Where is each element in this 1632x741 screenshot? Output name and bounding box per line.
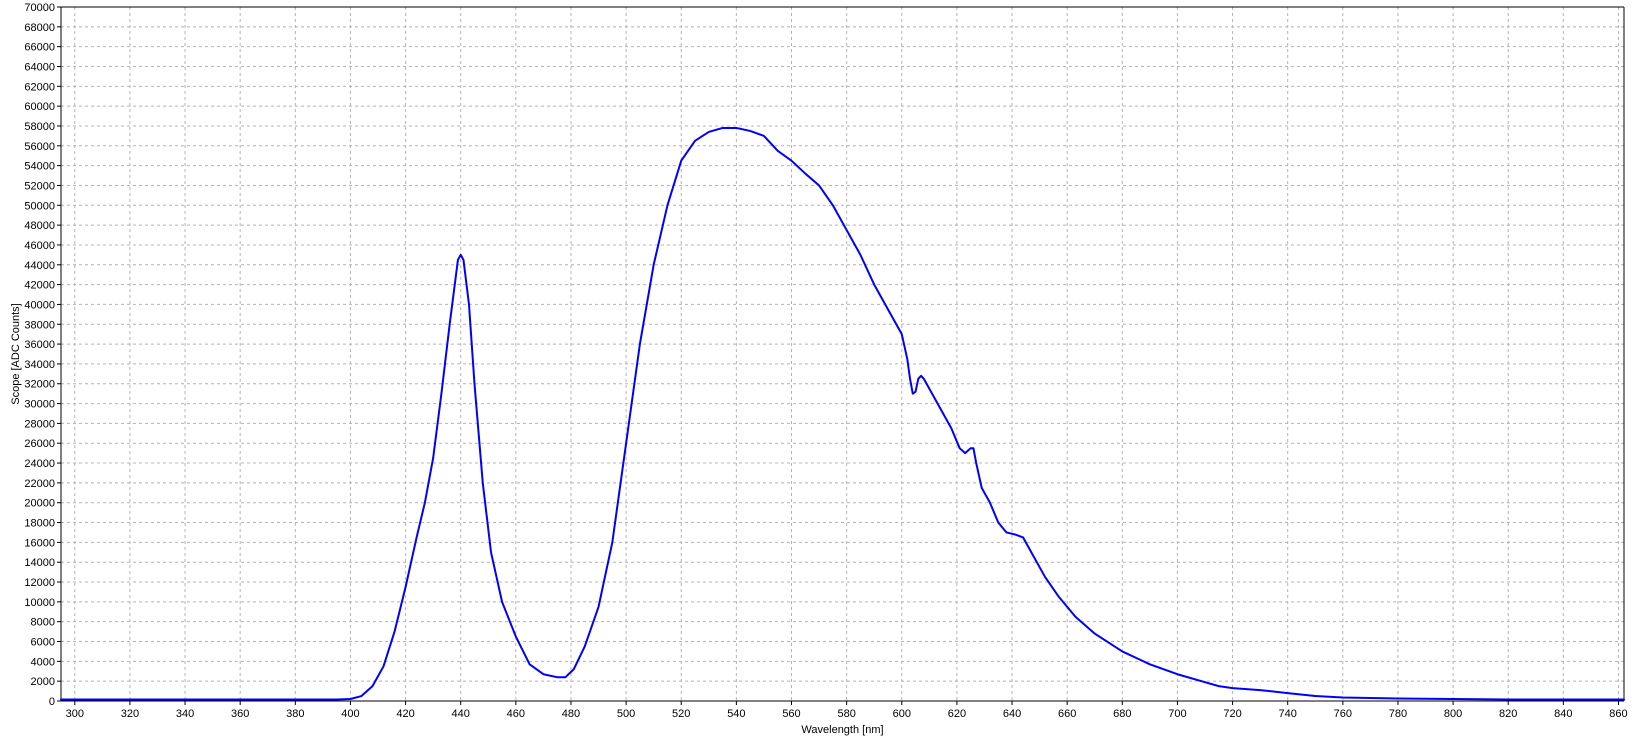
y-tick-label: 6000	[31, 637, 55, 649]
x-tick-label: 720	[1223, 708, 1241, 720]
x-tick-label: 340	[176, 708, 194, 720]
y-tick-label: 60000	[24, 101, 55, 113]
x-tick-label: 480	[562, 708, 580, 720]
y-tick-label: 40000	[24, 299, 55, 311]
y-tick-label: 2000	[31, 676, 55, 688]
y-tick-label: 64000	[24, 61, 55, 73]
y-tick-label: 4000	[31, 656, 55, 668]
x-tick-label: 860	[1609, 708, 1627, 720]
y-tick-label: 36000	[24, 339, 55, 351]
x-tick-label: 760	[1334, 708, 1352, 720]
x-tick-label: 800	[1444, 708, 1462, 720]
y-tick-label: 20000	[24, 498, 55, 510]
y-tick-label: 24000	[24, 458, 55, 470]
y-tick-label: 26000	[24, 438, 55, 450]
y-tick-label: 30000	[24, 399, 55, 411]
y-tick-label: 10000	[24, 597, 55, 609]
tick-labels: 0 2000 4000 6000 8000 10000 12000 14000 16000 180…	[24, 2, 1627, 720]
x-tick-label: 500	[617, 708, 635, 720]
y-tick-label: 52000	[24, 180, 55, 192]
x-tick-label: 360	[231, 708, 249, 720]
y-tick-label: 62000	[24, 81, 55, 93]
x-tick-label: 460	[507, 708, 525, 720]
x-tick-label: 740	[1279, 708, 1297, 720]
y-tick-label: 12000	[24, 577, 55, 589]
x-tick-label: 600	[893, 708, 911, 720]
axes	[60, 6, 1625, 702]
x-tick-label: 680	[1113, 708, 1131, 720]
y-tick-label: 18000	[24, 518, 55, 530]
x-tick-label: 620	[948, 708, 966, 720]
grid	[61, 6, 1624, 701]
y-tick-label: 54000	[24, 161, 55, 173]
y-tick-label: 56000	[24, 141, 55, 153]
x-tick-label: 540	[727, 708, 745, 720]
y-tick-label: 66000	[24, 42, 55, 54]
y-tick-label: 14000	[24, 557, 55, 569]
x-tick-label: 400	[341, 708, 359, 720]
x-tick-label: 420	[396, 708, 414, 720]
x-tick-label: 580	[837, 708, 855, 720]
y-tick-label: 42000	[24, 280, 55, 292]
x-tick-label: 440	[452, 708, 470, 720]
y-tick-label: 8000	[31, 617, 55, 629]
y-tick-label: 44000	[24, 260, 55, 272]
x-tick-label: 520	[672, 708, 690, 720]
y-tick-label: 34000	[24, 359, 55, 371]
series-layer	[60, 126, 1625, 701]
y-tick-label: 28000	[24, 418, 55, 430]
x-tick-label: 300	[66, 708, 84, 720]
series-line-0	[60, 126, 1625, 701]
x-tick-label: 820	[1499, 708, 1517, 720]
y-tick-label: 46000	[24, 240, 55, 252]
y-tick-label: 22000	[24, 478, 55, 490]
y-tick-label: 0	[49, 696, 55, 708]
x-tick-label: 640	[1003, 708, 1021, 720]
y-axis-label: Scope [ADC Counts]	[10, 303, 22, 405]
y-tick-label: 48000	[24, 220, 55, 232]
y-tick-label: 58000	[24, 121, 55, 133]
x-axis-label: Wavelength [nm]	[801, 724, 883, 736]
y-tick-label: 70000	[24, 2, 55, 14]
y-tick-label: 68000	[24, 22, 55, 34]
x-tick-label: 700	[1168, 708, 1186, 720]
x-tick-label: 320	[121, 708, 139, 720]
x-tick-label: 780	[1389, 708, 1407, 720]
x-tick-label: 380	[286, 708, 304, 720]
x-tick-label: 840	[1554, 708, 1572, 720]
x-tick-label: 560	[782, 708, 800, 720]
y-tick-label: 32000	[24, 379, 55, 391]
x-tick-label: 660	[1058, 708, 1076, 720]
y-tick-label: 16000	[24, 537, 55, 549]
y-tick-label: 50000	[24, 200, 55, 212]
y-tick-label: 38000	[24, 319, 55, 331]
